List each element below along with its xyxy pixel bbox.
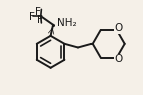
Text: NH₂: NH₂ <box>57 18 76 28</box>
Text: F: F <box>29 12 35 22</box>
Text: F: F <box>35 7 41 17</box>
Text: F: F <box>37 15 43 25</box>
Text: O: O <box>114 23 123 33</box>
Text: O: O <box>114 55 123 65</box>
